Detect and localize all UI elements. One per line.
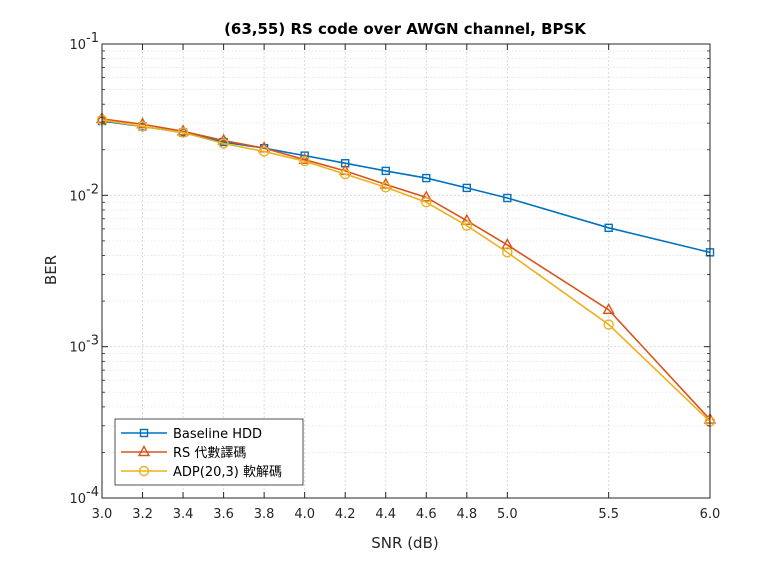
- x-tick-label: 3.0: [92, 507, 113, 522]
- series-line: [101, 119, 711, 423]
- legend-item: RS 代數譯碼: [121, 445, 246, 461]
- legend-label: RS 代數譯碼: [173, 445, 246, 461]
- series-line: [101, 118, 711, 421]
- x-tick-label: 4.0: [294, 507, 315, 522]
- data-point-circle: [299, 156, 310, 167]
- legend-item: Baseline HDD: [121, 427, 262, 442]
- x-tick-label: 4.4: [375, 507, 396, 522]
- y-tick-exponent: -3: [86, 334, 99, 349]
- data-point-triangle: [176, 124, 190, 136]
- x-tick-label: 4.8: [456, 507, 477, 522]
- x-tick-label: 4.2: [335, 507, 356, 522]
- x-axis-label: SNR (dB): [371, 534, 438, 552]
- data-point-triangle: [298, 152, 311, 164]
- y-axis-label: BER: [42, 255, 60, 285]
- data-point-circle: [258, 146, 270, 157]
- y-tick-exponent: -1: [86, 31, 99, 46]
- data-point-square: [462, 183, 471, 193]
- x-tick-label: 5.5: [598, 507, 619, 522]
- y-tick-exponent: -4: [86, 485, 99, 500]
- data-point-circle: [380, 182, 391, 193]
- tick-labels: 3.0 3.2 3.4 3.6 3.8 4.0 4.2 4.4 4.6 4.8 5.0 5.5 6.0 1…: [69, 31, 720, 522]
- x-tick-label: 3.8: [254, 507, 275, 522]
- data-point-square: [604, 223, 613, 233]
- x-tick-label: 6.0: [700, 507, 721, 522]
- x-tick-label: 5.0: [497, 507, 518, 522]
- x-tick-label: 4.6: [416, 507, 437, 522]
- y-tick-label: 10: [69, 341, 86, 356]
- series-layer: [95, 111, 717, 427]
- legend-label: Baseline HDD: [173, 427, 262, 442]
- y-tick-label: 10: [69, 189, 86, 204]
- legend-label: ADP(20,3) 軟解碼: [173, 464, 282, 480]
- data-point-circle: [218, 138, 229, 149]
- y-tick-label: 10: [69, 38, 86, 53]
- data-point-triangle: [602, 302, 615, 315]
- data-point-circle: [340, 168, 351, 180]
- x-tick-label: 3.2: [132, 507, 153, 522]
- legend-marker-circle: [138, 465, 150, 477]
- data-point-square: [503, 193, 512, 203]
- data-point-circle: [603, 319, 614, 330]
- data-point-circle: [421, 197, 432, 208]
- data-point-circle: [137, 121, 148, 132]
- legend-marker-square: [139, 428, 149, 438]
- data-point-circle: [502, 247, 513, 258]
- legend-item: ADP(20,3) 軟解碼: [121, 464, 282, 480]
- series-3: [96, 114, 716, 427]
- data-point-circle: [461, 220, 472, 231]
- x-tick-label: 3.6: [213, 507, 234, 522]
- data-point-triangle: [460, 213, 473, 225]
- data-point-triangle: [420, 190, 433, 202]
- legend: Baseline HDD RS 代數譯碼 ADP(20,3) 軟解碼: [114, 418, 304, 486]
- data-point-circle: [177, 127, 189, 138]
- data-point-square: [381, 166, 390, 176]
- axes-box: [101, 43, 711, 499]
- x-tick-label: 3.4: [173, 507, 194, 522]
- data-point-square: [422, 173, 431, 183]
- chart-title: (63,55) RS code over AWGN channel, BPSK: [224, 20, 587, 38]
- series-2: [95, 111, 717, 424]
- y-tick-label: 10: [69, 492, 86, 507]
- y-tick-exponent: -2: [86, 182, 99, 197]
- axes: [101, 43, 711, 499]
- legend-marker-triangle: [137, 445, 151, 457]
